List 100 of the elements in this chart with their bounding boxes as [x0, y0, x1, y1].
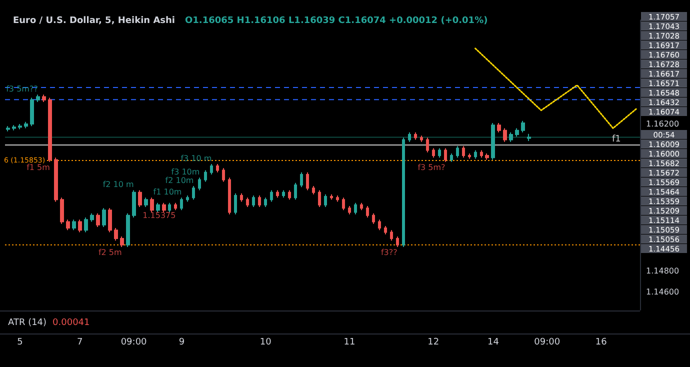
candlestick: [509, 132, 513, 142]
candlestick: [432, 148, 435, 158]
candlestick: [54, 157, 58, 202]
candlestick: [222, 168, 225, 182]
candlestick: [515, 128, 519, 138]
candlestick: [336, 194, 339, 202]
candlestick: [294, 182, 297, 200]
x-tick-label: 9: [178, 338, 185, 348]
ref-line-label: f1: [612, 134, 621, 145]
candlestick: [18, 124, 22, 130]
candlestick: [126, 212, 130, 248]
candlestick: [198, 177, 201, 191]
candlestick: [468, 152, 471, 160]
candlestick: [276, 190, 279, 198]
text: f2 5m: [98, 248, 122, 257]
candlestick: [120, 236, 124, 248]
candlestick: [228, 177, 231, 215]
candlestick: [408, 132, 411, 142]
candlestick: [174, 202, 177, 211]
candlestick: [420, 135, 423, 142]
candlestick: [485, 152, 489, 160]
candlestick: [240, 192, 243, 202]
text: f2 10m: [165, 176, 194, 186]
candlestick: [186, 194, 189, 202]
candlestick: [342, 197, 345, 211]
candlestick: [234, 192, 237, 215]
candlestick: [246, 197, 249, 208]
candlestick: [282, 190, 285, 198]
candlestick: [150, 197, 154, 213]
candlestick: [366, 205, 369, 218]
candlestick: [66, 219, 70, 231]
candlestick: [324, 194, 327, 208]
candlestick: [180, 197, 183, 211]
candlestick: [270, 190, 273, 202]
text: f1 10m: [153, 188, 182, 197]
candlestick: [300, 172, 303, 188]
text: f3??: [380, 248, 398, 257]
candlestick: [42, 94, 46, 102]
x-tick-label: 16: [595, 338, 608, 348]
candlestick: [252, 194, 255, 208]
candlestick: [132, 190, 136, 218]
x-tick-label: 09:00: [120, 338, 148, 348]
candlestick: [497, 122, 501, 133]
candlestick: [288, 190, 291, 200]
x-tick-label: 7: [77, 338, 83, 348]
text: f3 5m?: [418, 162, 446, 172]
candlestick: [318, 190, 321, 208]
candlestick: [210, 163, 213, 175]
candlestick: [348, 205, 351, 215]
text: 1.15375: [142, 211, 176, 220]
candlestick: [114, 228, 118, 242]
text: ATR (14): [8, 317, 47, 330]
candlestick: [438, 148, 441, 158]
x-tick-label: 11: [344, 338, 356, 348]
chart-title: Euro / U.S. Dollar, 5, Heikin Ashi: [13, 16, 176, 26]
chart-subtitle: O1.16065 H1.16106 L1.16039 C1.16074 +0.00012 (+0.01%): [185, 16, 488, 26]
candlestick: [36, 94, 40, 102]
candlestick: [156, 202, 160, 213]
text: f3 5m??: [6, 84, 38, 94]
candlestick: [264, 197, 267, 208]
text: f2 10 m: [102, 180, 134, 190]
x-tick-label: 10: [260, 338, 272, 348]
candlestick: [312, 186, 315, 195]
candlestick: [426, 137, 429, 153]
candlestick: [138, 190, 142, 208]
candlestick: [90, 212, 94, 222]
candlestick: [204, 170, 207, 182]
y-tick-label: 1.16200: [646, 120, 680, 129]
candlestick: [162, 202, 166, 213]
candlestick: [378, 219, 381, 231]
candlestick: [456, 146, 459, 158]
text: f3 10 m: [180, 154, 212, 163]
candlestick: [527, 133, 531, 142]
candlestick: [48, 97, 52, 162]
candlestick: [96, 212, 100, 228]
candlestick: [450, 152, 453, 162]
candlestick: [60, 197, 64, 224]
candlestick: [396, 236, 399, 248]
candlestick: [306, 172, 309, 191]
x-tick-label: 14: [488, 338, 500, 348]
candlestick: [84, 217, 88, 233]
candlestick: [30, 97, 34, 127]
line-series: [474, 48, 638, 129]
candlestick: [108, 208, 112, 233]
candlestick: [503, 128, 507, 142]
candlestick: [258, 194, 261, 208]
candlestick: [12, 124, 16, 131]
candlestick: [144, 197, 148, 208]
text: f3 10m: [171, 168, 200, 177]
candlestick: [414, 132, 417, 140]
candlestick: [330, 194, 333, 200]
x-tick-label: 09:00: [534, 338, 560, 348]
candlestick: [192, 186, 195, 200]
candlestick: [78, 219, 82, 233]
text: f1 5m: [26, 162, 50, 172]
candlestick: [491, 122, 495, 160]
candlestick: [360, 202, 363, 211]
candlestick: [390, 230, 393, 242]
candlestick: [444, 148, 447, 162]
candlestick: [474, 150, 477, 160]
